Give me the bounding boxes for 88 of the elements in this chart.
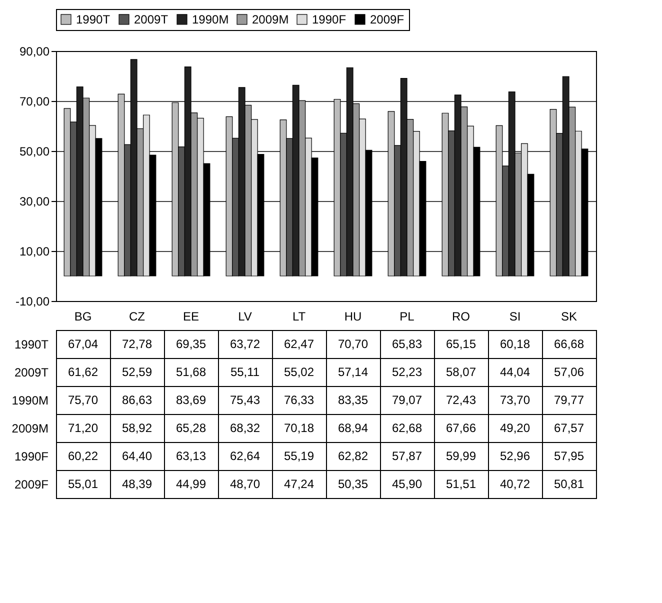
data-label: 47,24 — [284, 477, 314, 491]
x-tick-label: BG — [74, 310, 92, 324]
y-tick-label: -10,00 — [15, 294, 50, 308]
y-tick-label: 30,00 — [19, 194, 50, 208]
data-label: 62,82 — [338, 449, 368, 463]
legend-label: 1990T — [76, 12, 111, 26]
data-label: 83,35 — [338, 393, 368, 407]
x-tick-label: EE — [182, 310, 200, 324]
text: 1990F — [14, 450, 48, 464]
data-label: 69,35 — [176, 337, 206, 351]
data-label: 67,66 — [446, 421, 476, 435]
data-label: 65,15 — [446, 337, 476, 351]
data-label: 52,59 — [122, 365, 152, 379]
y-tick-label: 50,00 — [19, 144, 50, 158]
data-label: 66,68 — [554, 337, 584, 351]
data-label: 65,83 — [392, 337, 422, 351]
data-label: 57,87 — [392, 449, 422, 463]
data-label: 73,70 — [500, 393, 530, 407]
data-label: 70,70 — [338, 337, 368, 351]
data-label: 59,99 — [446, 449, 476, 463]
data-label: 58,92 — [122, 421, 152, 435]
data-label: 63,13 — [176, 449, 206, 463]
x-tick-label: PL — [400, 310, 415, 324]
data-label: 55,19 — [284, 449, 314, 463]
data-label: 75,43 — [230, 393, 260, 407]
text: 2009M — [12, 422, 48, 436]
data-label: 48,70 — [230, 477, 260, 491]
data-label: 57,06 — [554, 365, 584, 379]
data-label: 51,51 — [446, 477, 476, 491]
x-tick-label: LV — [238, 310, 252, 324]
text: 1990T — [14, 338, 48, 352]
data-label: 58,07 — [446, 365, 476, 379]
x-tick-label: SI — [509, 310, 521, 324]
y-tick-label: 10,00 — [19, 244, 50, 258]
x-tick-label: HU — [344, 310, 362, 324]
data-label: 61,62 — [68, 365, 98, 379]
data-label: 48,39 — [122, 477, 152, 491]
data-label: 60,22 — [68, 449, 98, 463]
data-label: 68,94 — [338, 421, 368, 435]
data-label: 40,72 — [500, 477, 530, 491]
data-label: 83,69 — [176, 393, 206, 407]
data-label: 75,70 — [68, 393, 98, 407]
x-tick-label: CZ — [129, 310, 145, 324]
data-label: 50,81 — [554, 477, 584, 491]
data-label: 86,63 — [122, 393, 152, 407]
legend-label: 2009F — [370, 12, 404, 26]
data-label: 51,68 — [176, 365, 206, 379]
data-label: 44,04 — [500, 365, 530, 379]
data-label: 70,18 — [284, 421, 314, 435]
data-label: 57,14 — [338, 365, 368, 379]
data-label: 79,77 — [554, 393, 584, 407]
data-label: 49,20 — [500, 421, 530, 435]
data-label: 57,95 — [554, 449, 584, 463]
data-label: 68,32 — [230, 421, 260, 435]
data-label: 76,33 — [284, 393, 314, 407]
legend-label: 2009M — [252, 12, 289, 26]
data-label: 62,64 — [230, 449, 260, 463]
legend-label: 2009T — [134, 12, 169, 26]
data-label: 52,96 — [500, 449, 530, 463]
x-tick-label: RO — [452, 310, 470, 324]
data-label: 44,99 — [176, 477, 206, 491]
data-label: 63,72 — [230, 337, 260, 351]
legend-label: 1990F — [312, 12, 346, 26]
x-tick-label: LT — [292, 310, 306, 324]
y-tick-label: 90,00 — [19, 44, 50, 58]
data-label: 45,90 — [392, 477, 422, 491]
data-label: 55,02 — [284, 365, 314, 379]
data-label: 79,07 — [392, 393, 422, 407]
text: 2009T — [14, 366, 48, 380]
data-label: 72,43 — [446, 393, 476, 407]
x-tick-label: SK — [560, 310, 578, 324]
data-label: 72,78 — [122, 337, 152, 351]
text: 1990M — [12, 394, 48, 408]
data-label: 55,11 — [230, 365, 260, 379]
data-label: 50,35 — [338, 477, 368, 491]
data-label: 71,20 — [68, 421, 98, 435]
data-label: 52,23 — [392, 365, 422, 379]
data-label: 65,28 — [176, 421, 206, 435]
data-label: 62,47 — [284, 337, 314, 351]
y-tick-label: 70,00 — [19, 94, 50, 108]
legend-label: 1990M — [192, 12, 229, 26]
data-label: 64,40 — [122, 449, 152, 463]
data-label: 67,57 — [554, 421, 584, 435]
text: 2009F — [14, 478, 48, 492]
data-label: 55,01 — [68, 477, 98, 491]
data-label: 62,68 — [392, 421, 422, 435]
data-label: 60,18 — [500, 337, 530, 351]
data-label: 67,04 — [68, 337, 98, 351]
